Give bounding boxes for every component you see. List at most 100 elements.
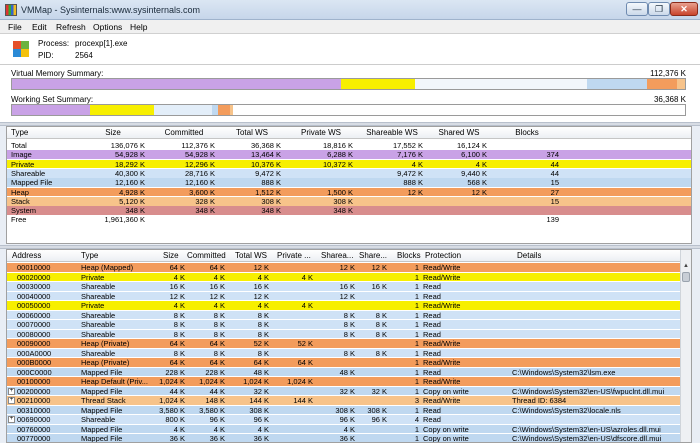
- detail-row[interactable]: 00010000 Heap (Mapped) 64 K 64 K 12 K 12 K 12 …: [7, 263, 691, 272]
- header-total-ws[interactable]: Total WS: [235, 128, 268, 137]
- detail-row[interactable]: 000A0000 Shareable 8 K 8 K 8 K 8 K 8 K 1 Read: [7, 348, 691, 358]
- expand-plus-icon[interactable]: +: [8, 416, 15, 423]
- type-cell: Mapped File: [81, 434, 123, 443]
- header-details[interactable]: Details: [517, 251, 542, 260]
- detail-row[interactable]: 00770000 Mapped File 36 K 36 K 36 K 36 K 1 Copy…: [7, 434, 691, 443]
- header-committed[interactable]: Committed: [187, 251, 226, 260]
- top-splitter[interactable]: [0, 122, 700, 126]
- detail-row[interactable]: 00070000 Shareable 8 K 8 K 8 K 8 K 8 K 1 Read: [7, 320, 691, 329]
- header-private-ws[interactable]: Private ...: [277, 251, 311, 260]
- type-cell: Mapped File: [11, 178, 53, 188]
- committed-cell: 36 K: [209, 434, 225, 443]
- minimize-button[interactable]: —: [626, 2, 648, 16]
- header-blocks[interactable]: Blocks: [515, 128, 539, 137]
- protection-cell: Read: [423, 348, 441, 358]
- expand-plus-icon[interactable]: +: [8, 397, 15, 404]
- detail-row[interactable]: 00030000 Shareable 16 K 16 K 16 K 16 K 16 K 1 Re…: [7, 282, 691, 291]
- header-address[interactable]: Address: [12, 251, 42, 260]
- blocks-cell: 1: [414, 339, 419, 348]
- type-row-image[interactable]: Image 54,928 K 54,928 K 13,464 K 6,288 K 7,17…: [7, 150, 691, 159]
- detail-row[interactable]: 00100000 Heap Default (Priv... 1,024 K 1,02…: [7, 377, 691, 386]
- type-cell: Shareable: [11, 168, 46, 178]
- header-type[interactable]: Type: [81, 251, 99, 260]
- detail-vertical-scrollbar[interactable]: ▲: [680, 250, 691, 442]
- scrollbar-thumb[interactable]: [682, 272, 690, 282]
- detail-row[interactable]: 000C0000 Mapped File 228 K 228 K 48 K 48 K 1 Re…: [7, 367, 691, 377]
- maximize-button[interactable]: ❐: [648, 2, 670, 16]
- scroll-up-icon[interactable]: ▲: [683, 263, 689, 269]
- type-row-total[interactable]: Total 136,076 K 112,376 K 36,368 K 18,816 K 1…: [7, 141, 691, 150]
- blocks-cell: 1: [414, 329, 419, 339]
- menu-file[interactable]: File: [8, 22, 22, 32]
- total-ws-cell: 96 K: [253, 415, 269, 424]
- type-row-shareable[interactable]: Shareable 40,300 K 28,716 K 9,472 K 9,472 K 9…: [7, 168, 691, 178]
- type-row-system[interactable]: System 348 K 348 K 348 K 348 K: [7, 206, 691, 215]
- header-blocks[interactable]: Blocks: [397, 251, 421, 260]
- blocks-cell: 4: [414, 415, 419, 424]
- total-ws-cell: 12 K: [253, 291, 269, 301]
- detail-row[interactable]: 00040000 Shareable 12 K 12 K 12 K 12 K 1 Read: [7, 291, 691, 301]
- header-shareable-ws[interactable]: Shareable WS: [366, 128, 418, 137]
- detail-row[interactable]: +00690000 Shareable 800 K 96 K 96 K 96 K 96 K 4…: [7, 415, 691, 424]
- menu-help[interactable]: Help: [130, 22, 148, 32]
- vmmap-app-icon: [5, 4, 17, 16]
- header-shareable-ws[interactable]: Sharea...: [321, 251, 354, 260]
- close-button[interactable]: ✕: [670, 2, 698, 16]
- address-cell: 00060000: [17, 310, 51, 320]
- private-ws-cell: 64 K: [297, 358, 313, 367]
- detail-row[interactable]: 00760000 Mapped File 4 K 4 K 4 K 4 K 1 Copy on …: [7, 424, 691, 434]
- type-row-heap[interactable]: Heap 4,928 K 3,600 K 1,512 K 1,500 K 12 K 12 K…: [7, 187, 691, 197]
- title-bar: VMMap - Sysinternals:www.sysinternals.co…: [0, 0, 700, 20]
- menu-refresh[interactable]: Refresh: [56, 22, 86, 32]
- type-cell: Shareable: [81, 310, 116, 320]
- detail-row[interactable]: +00210000 Thread Stack 1,024 K 148 K 144 K 14…: [7, 396, 691, 405]
- address-cell: 00090000: [17, 339, 51, 348]
- header-total-ws[interactable]: Total WS: [235, 251, 268, 260]
- size-cell: 18,292 K: [114, 159, 145, 169]
- type-row-free[interactable]: Free 1,961,360 K 139: [7, 215, 691, 224]
- shared-ws-cell: 8 K: [375, 320, 387, 329]
- ws-heap-segment: [218, 105, 230, 115]
- menu-edit[interactable]: Edit: [32, 22, 47, 32]
- total-ws-cell: 4 K: [257, 301, 269, 310]
- detail-row[interactable]: 00060000 Shareable 8 K 8 K 8 K 8 K 8 K 1 Read: [7, 310, 691, 320]
- menu-options[interactable]: Options: [93, 22, 123, 32]
- detail-row[interactable]: 00310000 Mapped File 3,580 K 3,580 K 308 K 30…: [7, 405, 691, 415]
- header-size[interactable]: Size: [163, 251, 179, 260]
- middle-splitter[interactable]: [0, 245, 700, 249]
- header-committed[interactable]: Committed: [164, 128, 204, 137]
- shareable-ws-cell: 8 K: [343, 329, 355, 339]
- header-protection[interactable]: Protection: [425, 251, 462, 260]
- detail-row[interactable]: +00200000 Mapped File 44 K 44 K 32 K 32 K 32 K…: [7, 386, 691, 396]
- type-row-private[interactable]: Private 18,292 K 12,296 K 10,376 K 10,372 K 4…: [7, 159, 691, 169]
- shareable-ws-cell: 32 K: [339, 386, 355, 396]
- header-size[interactable]: Size: [105, 128, 121, 137]
- blocks-cell: 3: [414, 396, 419, 405]
- type-row-mapped-file[interactable]: Mapped File 12,160 K 12,160 K 888 K 888 K 568…: [7, 178, 691, 187]
- committed-cell: 328 K: [195, 196, 215, 206]
- detail-row[interactable]: 00080000 Shareable 8 K 8 K 8 K 8 K 8 K 1 Read: [7, 329, 691, 339]
- shareable-ws-cell: 36 K: [339, 434, 355, 443]
- detail-row[interactable]: 00050000 Private 4 K 4 K 4 K 4 K 1 Read/Write: [7, 301, 691, 310]
- type-cell: Heap (Private): [81, 339, 130, 348]
- blocks-cell: 1: [414, 301, 419, 310]
- committed-cell: 44 K: [209, 386, 225, 396]
- address-cell: 000B0000: [17, 358, 52, 367]
- shared-ws-cell: 9,440 K: [461, 168, 487, 178]
- virtual-memory-label: Virtual Memory Summary:: [11, 69, 104, 78]
- header-type[interactable]: Type: [11, 128, 29, 137]
- total-ws-cell: 1,024 K: [243, 377, 269, 386]
- header-shared-ws[interactable]: Share...: [359, 251, 388, 260]
- shared-ws-cell: 568 K: [467, 178, 487, 188]
- committed-cell: 64 K: [209, 263, 225, 272]
- header-private-ws[interactable]: Private WS: [300, 128, 341, 137]
- header-shared-ws[interactable]: Shared WS: [438, 128, 480, 137]
- address-cell: 00100000: [17, 377, 51, 386]
- detail-row[interactable]: 00020000 Private 4 K 4 K 4 K 4 K 1 Read/Write: [7, 272, 691, 282]
- expand-plus-icon[interactable]: +: [8, 387, 15, 395]
- shared-ws-cell: 32 K: [371, 386, 387, 396]
- type-row-stack[interactable]: Stack 5,120 K 328 K 308 K 308 K 15: [7, 196, 691, 206]
- pid-value: 2564: [75, 51, 93, 60]
